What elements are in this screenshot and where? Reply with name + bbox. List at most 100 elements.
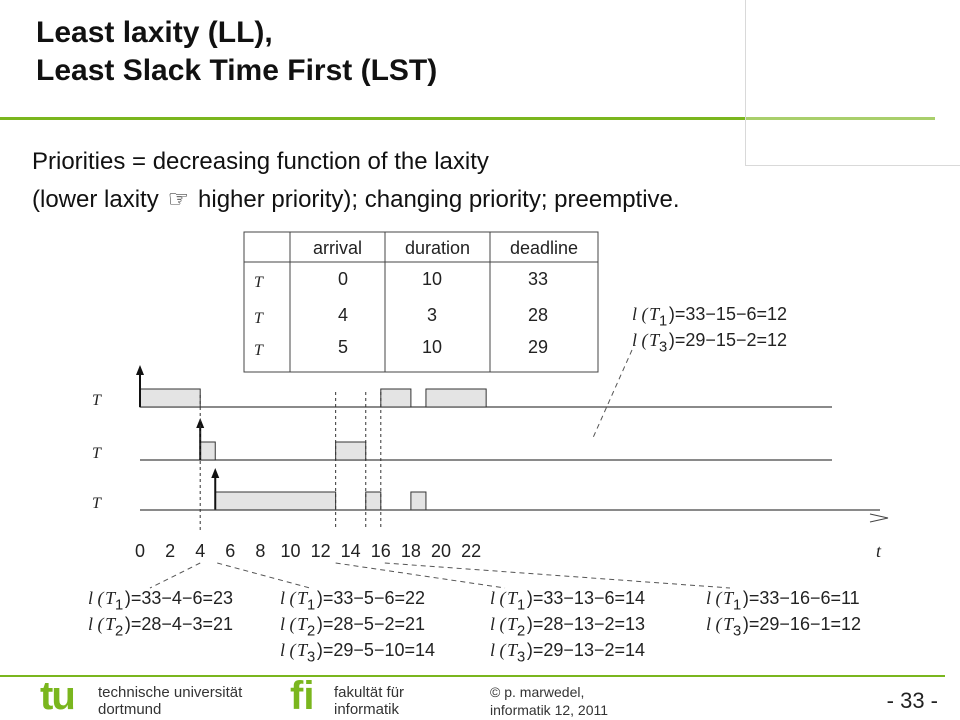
laxity-symbol: l ( [632,304,649,325]
table-header-deadline: deadline [510,238,578,258]
fi-logo: fi [290,674,315,718]
laxity-value: )=33−5−6=22 [317,588,425,608]
execution-block [380,388,412,408]
laxity-value: )=29−16−1=12 [743,614,861,634]
laxity-task-sub: 1 [659,313,667,329]
table-task-sub: T [254,342,264,359]
time-axis-arrowhead [869,513,889,523]
execution-block [139,388,201,408]
laxity-expression: l (T 3)=29−5−10=14 [280,640,435,665]
callout-line [591,349,633,441]
author-credit: © p. marwedel, informatik 12, 2011 [490,683,608,719]
author-line-2: informatik 12, 2011 [490,702,609,718]
frame-horizontal-line [745,165,960,166]
laxity-task: T [649,304,661,324]
timeline-task-sub: T [92,495,102,512]
laxity-task: T [105,614,117,634]
laxity-value: )=33−15−6=12 [669,304,787,324]
timeline-task-sub: T [92,392,102,409]
axis-tick-label: 4 [195,541,205,561]
laxity-task-sub: 1 [733,597,741,613]
author-name: p. marwedel, [504,684,585,700]
university-name: technische universität dortmund [98,684,242,718]
svg-text:20: 20 [0,0,18,4]
laxity-expression: l (T 2)=28−5−2=21 [280,614,425,639]
table-task-sub: T [254,274,264,291]
execution-block [199,441,216,461]
laxity-task-sub: 3 [659,339,667,355]
table-deadline: 29 [528,337,548,357]
laxity-task: T [507,614,519,634]
author-line-1: © p. marwedel, [490,683,608,701]
svg-text:22: 22 [0,0,18,4]
laxity-symbol: l ( [490,588,507,609]
laxity-expression: l (T 3)=29−16−1=12 [706,614,861,639]
laxity-task: T [507,640,519,660]
title-underline-right [745,117,935,120]
laxity-task: T [297,588,309,608]
laxity-task: T [507,588,519,608]
laxity-symbol: l ( [706,588,723,609]
laxity-expression: l (T 1)=33−16−6=11 [706,588,860,613]
laxity-task: T [105,588,117,608]
laxity-value: )=33−4−6=23 [125,588,233,608]
laxity-task-sub: 3 [517,649,525,665]
axis-tick-label: 6 [225,541,235,561]
callout-line [217,562,311,589]
table-duration: 10 [422,269,442,289]
laxity-task: T [297,614,309,634]
table-header-duration: duration [405,238,470,258]
callout-line [384,562,731,589]
axis-tick-label: 20 [431,541,451,561]
axis-tick-label: 16 [371,541,391,561]
laxity-symbol: l ( [280,588,297,609]
table-deadline: 33 [528,269,548,289]
axis-tick-label: 8 [255,541,265,561]
table-arrival: 0 [338,269,348,289]
laxity-task-sub: 2 [115,623,123,639]
table-task-sub: T [254,310,264,327]
laxity-value: )=33−16−6=11 [743,588,860,608]
laxity-expression: l (T 1)=33−4−6=23 [88,588,233,613]
title-line-1: Least laxity (LL), [36,16,273,49]
laxity-task: T [723,614,735,634]
laxity-symbol: l ( [88,614,105,635]
title-line-2: Least Slack Time First (LST) [36,54,438,87]
university-line-2: dortmund [98,701,162,718]
laxity-expression: l (T 1)=33−5−6=22 [280,588,425,613]
laxity-expression: l (T 1)=33−13−6=14 [490,588,645,613]
axis-tick-label: 2 [165,541,175,561]
axis-tick-label: 22 [461,541,481,561]
execution-block [425,388,487,408]
page-number: - 33 - [886,688,938,713]
laxity-value: )=28−13−2=13 [527,614,645,634]
task-table [243,231,599,373]
timeline-task-sub: T [92,445,102,462]
laxity-symbol: l ( [632,330,649,351]
laxity-symbol: l ( [88,588,105,609]
laxity-value: )=29−15−2=12 [669,330,787,350]
axis-label: t [876,541,882,561]
frame-vertical-line [745,0,746,165]
laxity-task-sub: 2 [517,623,525,639]
footer-bar [0,675,945,677]
arrival-arrowhead [136,365,144,375]
svg-text:20: 20 [0,0,18,4]
faculty-name: fakultät für informatik [334,684,404,718]
laxity-task-sub: 3 [307,649,315,665]
pointing-hand-icon: ☞ [167,186,190,213]
laxity-expression: l (T 3)=29−15−2=12 [632,330,787,355]
arrival-arrowhead [211,468,220,478]
laxity-value: )=33−13−6=14 [527,588,645,608]
tu-logo: tu [40,674,76,718]
laxity-symbol: l ( [280,614,297,635]
table-deadline: 28 [528,305,548,325]
laxity-symbol: l ( [490,640,507,661]
callout-line [149,562,201,589]
laxity-symbol: l ( [280,640,297,661]
faculty-line-1: fakultät für [334,684,405,701]
body-line-1: Priorities = decreasing function of the … [32,148,489,175]
title-underline [0,117,745,120]
table-duration: 10 [422,337,442,357]
